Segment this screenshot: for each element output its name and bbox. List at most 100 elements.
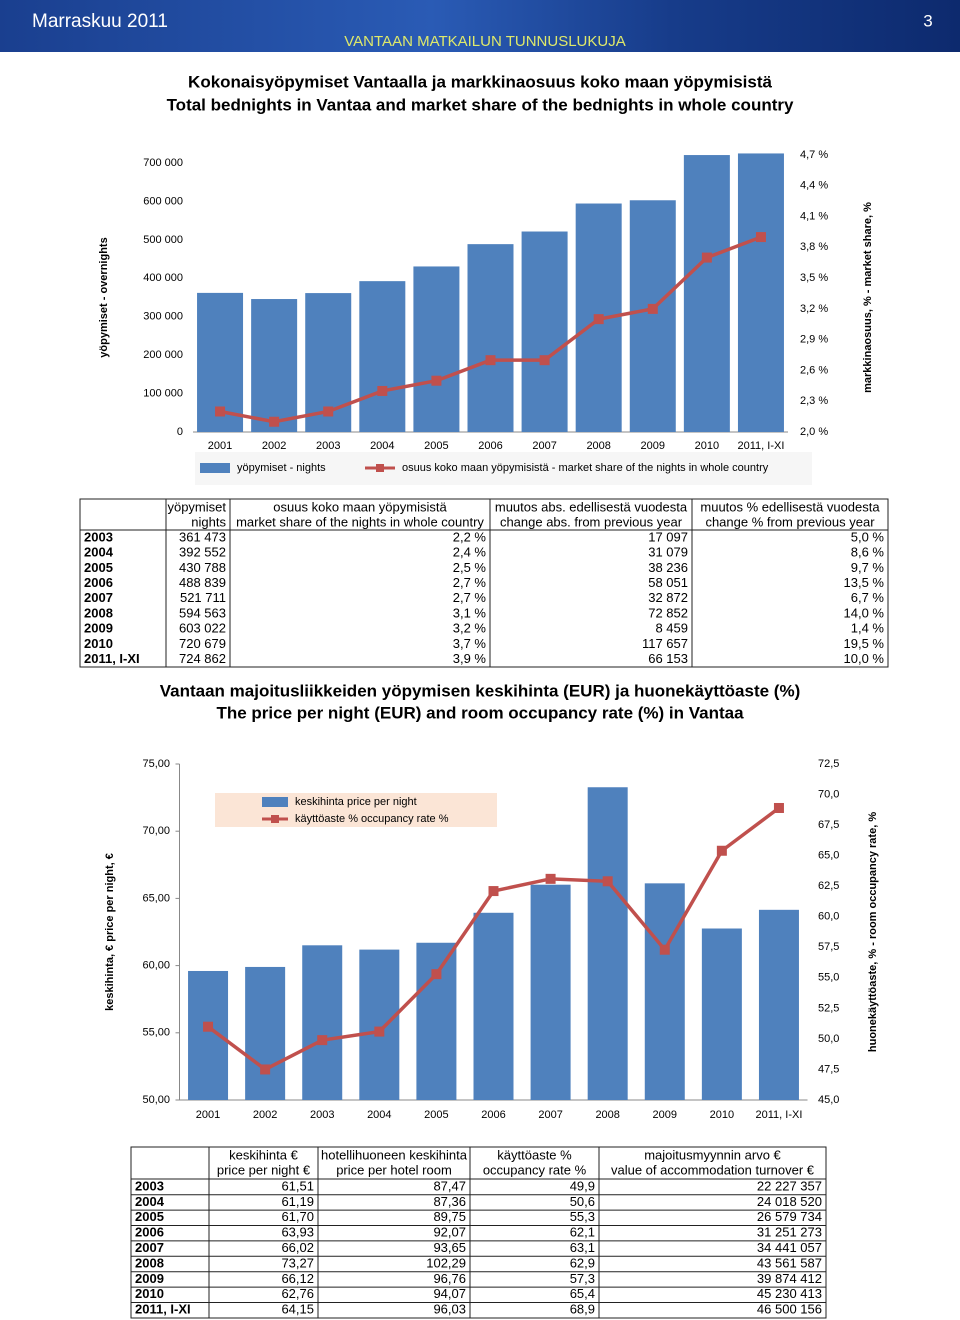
line-marker [260, 1064, 271, 1075]
x-tick-label: 2001 [208, 440, 232, 452]
table-cell: 720 679 [179, 636, 226, 651]
y2-tick-label: 62,5 [818, 880, 839, 892]
line-marker [215, 406, 226, 417]
table-cell: 38 236 [648, 560, 688, 575]
table-cell: 22 227 357 [757, 1178, 822, 1193]
table-border [130, 1146, 827, 1319]
x-tick-label: 2007 [538, 1109, 562, 1121]
y2-tick-label: 50,0 [818, 1033, 839, 1045]
table-cell: 62,1 [570, 1225, 595, 1240]
table-header: change % from previous year [705, 514, 875, 529]
y2-tick-label: 4,4 % [800, 180, 828, 192]
table-header: yöpymiset [167, 499, 226, 514]
table-row-head: 2003 [84, 529, 113, 544]
x-tick-label: 2002 [262, 440, 286, 452]
legend-marker [271, 815, 279, 823]
table-cell: 45 230 413 [757, 1286, 822, 1301]
y2-tick-label: 2,6 % [800, 364, 828, 376]
y-axis-title: keskihinta, € price per night, € [104, 853, 116, 1011]
table-cell: 63,1 [570, 1240, 595, 1255]
table-cell: 2,7 % [453, 590, 487, 605]
table-cell: 3,9 % [453, 651, 487, 666]
y-tick-label: 100 000 [143, 387, 183, 399]
table-header: price per night € [217, 1162, 311, 1177]
y-tick-label: 60,00 [142, 960, 170, 972]
table-cell: 430 788 [179, 560, 226, 575]
bar [701, 928, 742, 1100]
table-cell: 46 500 156 [757, 1302, 822, 1317]
y2-tick-label: 2,9 % [800, 334, 828, 346]
y2-axis-title: markkinaosuus, % - market share, % [862, 202, 874, 393]
table-header: price per hotel room [336, 1162, 452, 1177]
legend-label: keskihinta price per night [295, 796, 417, 808]
table-cell: 89,75 [433, 1209, 466, 1224]
table-cell: 724 862 [179, 651, 226, 666]
line-marker [431, 375, 442, 386]
table-row-head: 2008 [135, 1255, 164, 1270]
page-number: 3 [923, 11, 932, 30]
bar [758, 909, 799, 1100]
table-cell: 521 711 [180, 590, 226, 605]
table-header: käyttöaste % [497, 1147, 572, 1162]
bar [416, 942, 457, 1100]
table-cell: 92,07 [433, 1225, 466, 1240]
table-cell: 9,7 % [851, 560, 885, 575]
x-tick-label: 2001 [196, 1109, 220, 1121]
table-row-head: 2006 [84, 575, 113, 590]
x-tick-label: 2008 [586, 440, 610, 452]
y2-tick-label: 67,5 [818, 819, 839, 831]
y-tick-label: 50,00 [142, 1094, 170, 1106]
table-cell: 66,02 [281, 1240, 314, 1255]
table-row-head: 2004 [135, 1194, 165, 1209]
table-cell: 26 579 734 [757, 1209, 822, 1224]
table-header: majoitusmyynnin arvo € [644, 1147, 781, 1162]
y2-tick-label: 47,5 [818, 1063, 839, 1075]
line-marker [203, 1021, 214, 1032]
table-row-head: 2003 [135, 1178, 164, 1193]
x-tick-label: 2010 [695, 440, 719, 452]
table-cell: 3,7 % [453, 636, 487, 651]
table-cell: 31 079 [648, 545, 688, 560]
line-marker [485, 355, 496, 366]
y-tick-label: 400 000 [143, 272, 183, 284]
table-header: change abs. from previous year [500, 514, 683, 529]
table-row-head: 2009 [84, 621, 113, 636]
table-header: muutos % edellisestä vuodesta [700, 499, 880, 514]
table-cell: 31 251 273 [757, 1225, 822, 1240]
x-tick-label: 2011, I-XI [738, 440, 785, 452]
y-tick-label: 700 000 [143, 157, 183, 169]
y2-tick-label: 4,7 % [800, 149, 828, 161]
bar [251, 299, 298, 432]
x-tick-label: 2006 [481, 1109, 505, 1121]
table-row-head: 2004 [84, 545, 114, 560]
table-cell: 39 874 412 [757, 1271, 822, 1286]
x-tick-label: 2006 [478, 440, 502, 452]
legend-box [195, 452, 812, 485]
line-marker [269, 416, 280, 427]
legend-label: osuus koko maan yöpymisistä - market sha… [402, 462, 769, 474]
table-cell: 594 563 [179, 605, 226, 620]
y2-tick-label: 45,0 [818, 1094, 839, 1106]
table-row-head: 2010 [84, 636, 113, 651]
x-tick-label: 2004 [367, 1109, 391, 1121]
line-marker [317, 1035, 328, 1046]
table-cell: 64,15 [281, 1302, 314, 1317]
table-row-head: 2008 [84, 605, 113, 620]
table-header: osuus koko maan yöpymisistä [273, 499, 447, 514]
x-tick-label: 2009 [641, 440, 665, 452]
line-marker [431, 969, 442, 980]
table-cell: 24 018 520 [757, 1194, 822, 1209]
y2-tick-label: 60,0 [818, 911, 839, 923]
chart-subtitle: The price per night (EUR) and room occup… [216, 703, 744, 722]
y2-tick-label: 72,5 [818, 758, 839, 770]
table-cell: 68,9 [570, 1302, 595, 1317]
table-cell: 62,9 [570, 1255, 595, 1270]
table-cell: 94,07 [433, 1286, 466, 1301]
y-tick-label: 300 000 [143, 311, 183, 323]
table-cell: 32 872 [648, 590, 688, 605]
table-cell: 1,4 % [851, 621, 885, 636]
table-cell: 57,3 [570, 1271, 595, 1286]
table-cell: 3,1 % [453, 605, 487, 620]
y-tick-label: 75,00 [142, 758, 170, 770]
